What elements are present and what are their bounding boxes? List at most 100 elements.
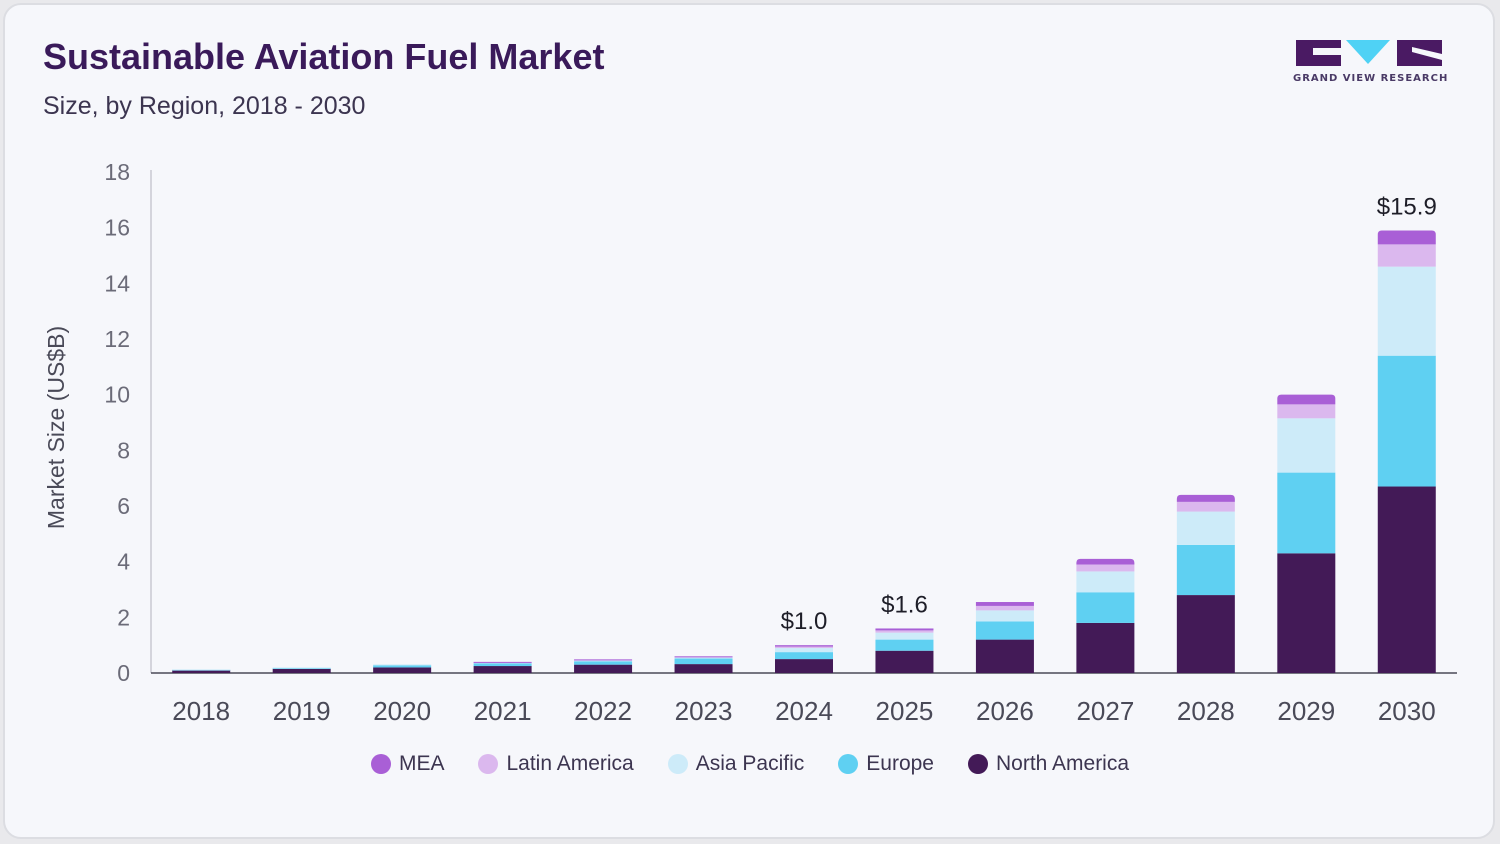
bar-segment-north-america-2026 [975, 639, 1034, 673]
bar-segment-north-america-2030 [1377, 486, 1436, 673]
y-tick-label: 0 [117, 660, 130, 686]
y-tick-label: 12 [104, 326, 130, 352]
bar-segment-north-america-2027 [1076, 622, 1135, 673]
legend-label: MEA [398, 752, 445, 775]
legend-label: Europe [866, 752, 934, 775]
bar-segment-north-america-2028 [1176, 595, 1235, 673]
bar-segment-mea-2024 [775, 645, 833, 647]
legend-item-mea: MEA [370, 752, 445, 776]
bar-segment-latin-america-2027 [1076, 564, 1135, 572]
bar-segment-north-america-2018 [172, 670, 231, 673]
legend-swatch-icon [967, 754, 988, 774]
chart-subtitle: Size, by Region, 2018 - 2030 [43, 92, 366, 120]
bar-segment-mea-2025 [875, 628, 934, 631]
data-label-total: $1.0 [781, 608, 828, 635]
legend-item-asia-pacific: Asia Pacific [667, 752, 805, 776]
data-label-total: $1.6 [881, 591, 928, 618]
y-tick-label: 4 [117, 549, 130, 575]
bar-segment-north-america-2021 [473, 666, 532, 673]
bar-segment-latin-america-2026 [975, 605, 1034, 611]
x-tick-label: 2021 [474, 696, 532, 726]
bar-segment-latin-america-2028 [1176, 501, 1235, 512]
bar-segment-north-america-2024 [775, 659, 833, 673]
legend-label: Latin America [506, 752, 634, 775]
bar-segment-europe-2019 [272, 667, 331, 669]
bar-segment-asia-pacific-2024 [775, 647, 833, 653]
legend-swatch-icon [478, 754, 499, 774]
bar-segment-asia-pacific-2020 [373, 664, 432, 666]
x-tick-label: 2029 [1277, 696, 1335, 726]
grand-view-research-logo-icon [1296, 40, 1442, 66]
bar-segment-asia-pacific-2018 [172, 669, 231, 671]
bar-segment-europe-2030 [1377, 355, 1436, 487]
bar-segment-europe-2025 [875, 639, 934, 651]
bar-segment-mea-2027 [1076, 558, 1135, 565]
bar-segment-europe-2022 [574, 661, 633, 665]
bar-segment-europe-2020 [373, 665, 432, 668]
bar-segment-latin-america-2024 [775, 646, 833, 648]
bar-segment-latin-america-2029 [1277, 404, 1336, 419]
x-tick-label: 2019 [273, 696, 331, 726]
bar-segment-north-america-2022 [574, 664, 633, 673]
logo-notch-right [1412, 47, 1442, 60]
bar-segment-mea-2026 [975, 602, 1034, 606]
bar-segment-mea-2028 [1176, 494, 1235, 502]
bar-segment-europe-2026 [975, 621, 1034, 640]
bar-segment-mea-2021 [473, 661, 532, 663]
bar-segment-mea-2022 [574, 659, 633, 661]
y-tick-label: 8 [117, 437, 130, 463]
legend-label: North America [995, 752, 1130, 775]
legend-item-latin-america: Latin America [478, 752, 634, 776]
chart-legend: MEA Latin America Asia Pacific Europe North … [0, 752, 1500, 776]
x-tick-label: 2028 [1177, 696, 1235, 726]
bar-segment-asia-pacific-2025 [875, 632, 934, 640]
data-label-total: $15.9 [1377, 193, 1437, 220]
legend-item-north-america: North America [967, 752, 1130, 776]
bar-segment-north-america-2020 [373, 667, 432, 673]
y-tick-label: 16 [104, 215, 130, 241]
bar-segment-europe-2021 [473, 663, 532, 667]
bar-segment-asia-pacific-2029 [1277, 418, 1336, 473]
x-tick-label: 2022 [574, 696, 632, 726]
chart-title: Sustainable Aviation Fuel Market [43, 36, 605, 77]
logo-triangle [1346, 40, 1390, 64]
legend-swatch-icon [667, 754, 688, 774]
bar-segment-north-america-2025 [875, 650, 934, 673]
y-axis-title: Market Size (US$B) [43, 326, 69, 529]
bar-segment-mea-2023 [674, 656, 733, 658]
x-tick-label: 2024 [775, 696, 833, 726]
y-tick-label: 6 [117, 493, 130, 519]
bar-segment-asia-pacific-2026 [975, 610, 1034, 622]
bar-segment-europe-2023 [674, 658, 733, 665]
legend-label: Asia Pacific [695, 752, 805, 775]
bar-segment-europe-2027 [1076, 592, 1135, 623]
x-tick-label: 2027 [1076, 696, 1134, 726]
bar-segment-north-america-2029 [1277, 553, 1336, 673]
bar-segment-europe-2024 [775, 652, 833, 660]
bar-segment-mea-2030 [1377, 230, 1436, 245]
y-tick-label: 18 [104, 159, 130, 185]
x-tick-label: 2026 [976, 696, 1034, 726]
x-tick-label: 2023 [675, 696, 733, 726]
x-tick-label: 2020 [373, 696, 431, 726]
bar-segment-asia-pacific-2027 [1076, 571, 1135, 593]
y-tick-label: 14 [104, 270, 130, 296]
y-tick-label: 2 [117, 604, 130, 630]
bar-segment-mea-2029 [1277, 394, 1336, 405]
bar-segment-asia-pacific-2023 [674, 656, 733, 659]
legend-swatch-icon [838, 754, 859, 774]
x-tick-label: 2025 [876, 696, 934, 726]
bar-segment-latin-america-2025 [875, 630, 934, 633]
logo-text: GRAND VIEW RESEARCH [1293, 73, 1449, 84]
bar-segment-europe-2029 [1277, 472, 1336, 554]
bar-segment-north-america-2019 [272, 668, 331, 673]
legend-item-europe: Europe [838, 752, 934, 776]
x-tick-label: 2030 [1378, 696, 1436, 726]
y-tick-label: 10 [104, 382, 130, 408]
logo-notch-left [1313, 48, 1341, 55]
bar-segment-asia-pacific-2019 [272, 667, 331, 669]
chart-card [3, 3, 1495, 839]
bar-segment-latin-america-2030 [1377, 244, 1436, 267]
x-tick-label: 2018 [172, 696, 230, 726]
